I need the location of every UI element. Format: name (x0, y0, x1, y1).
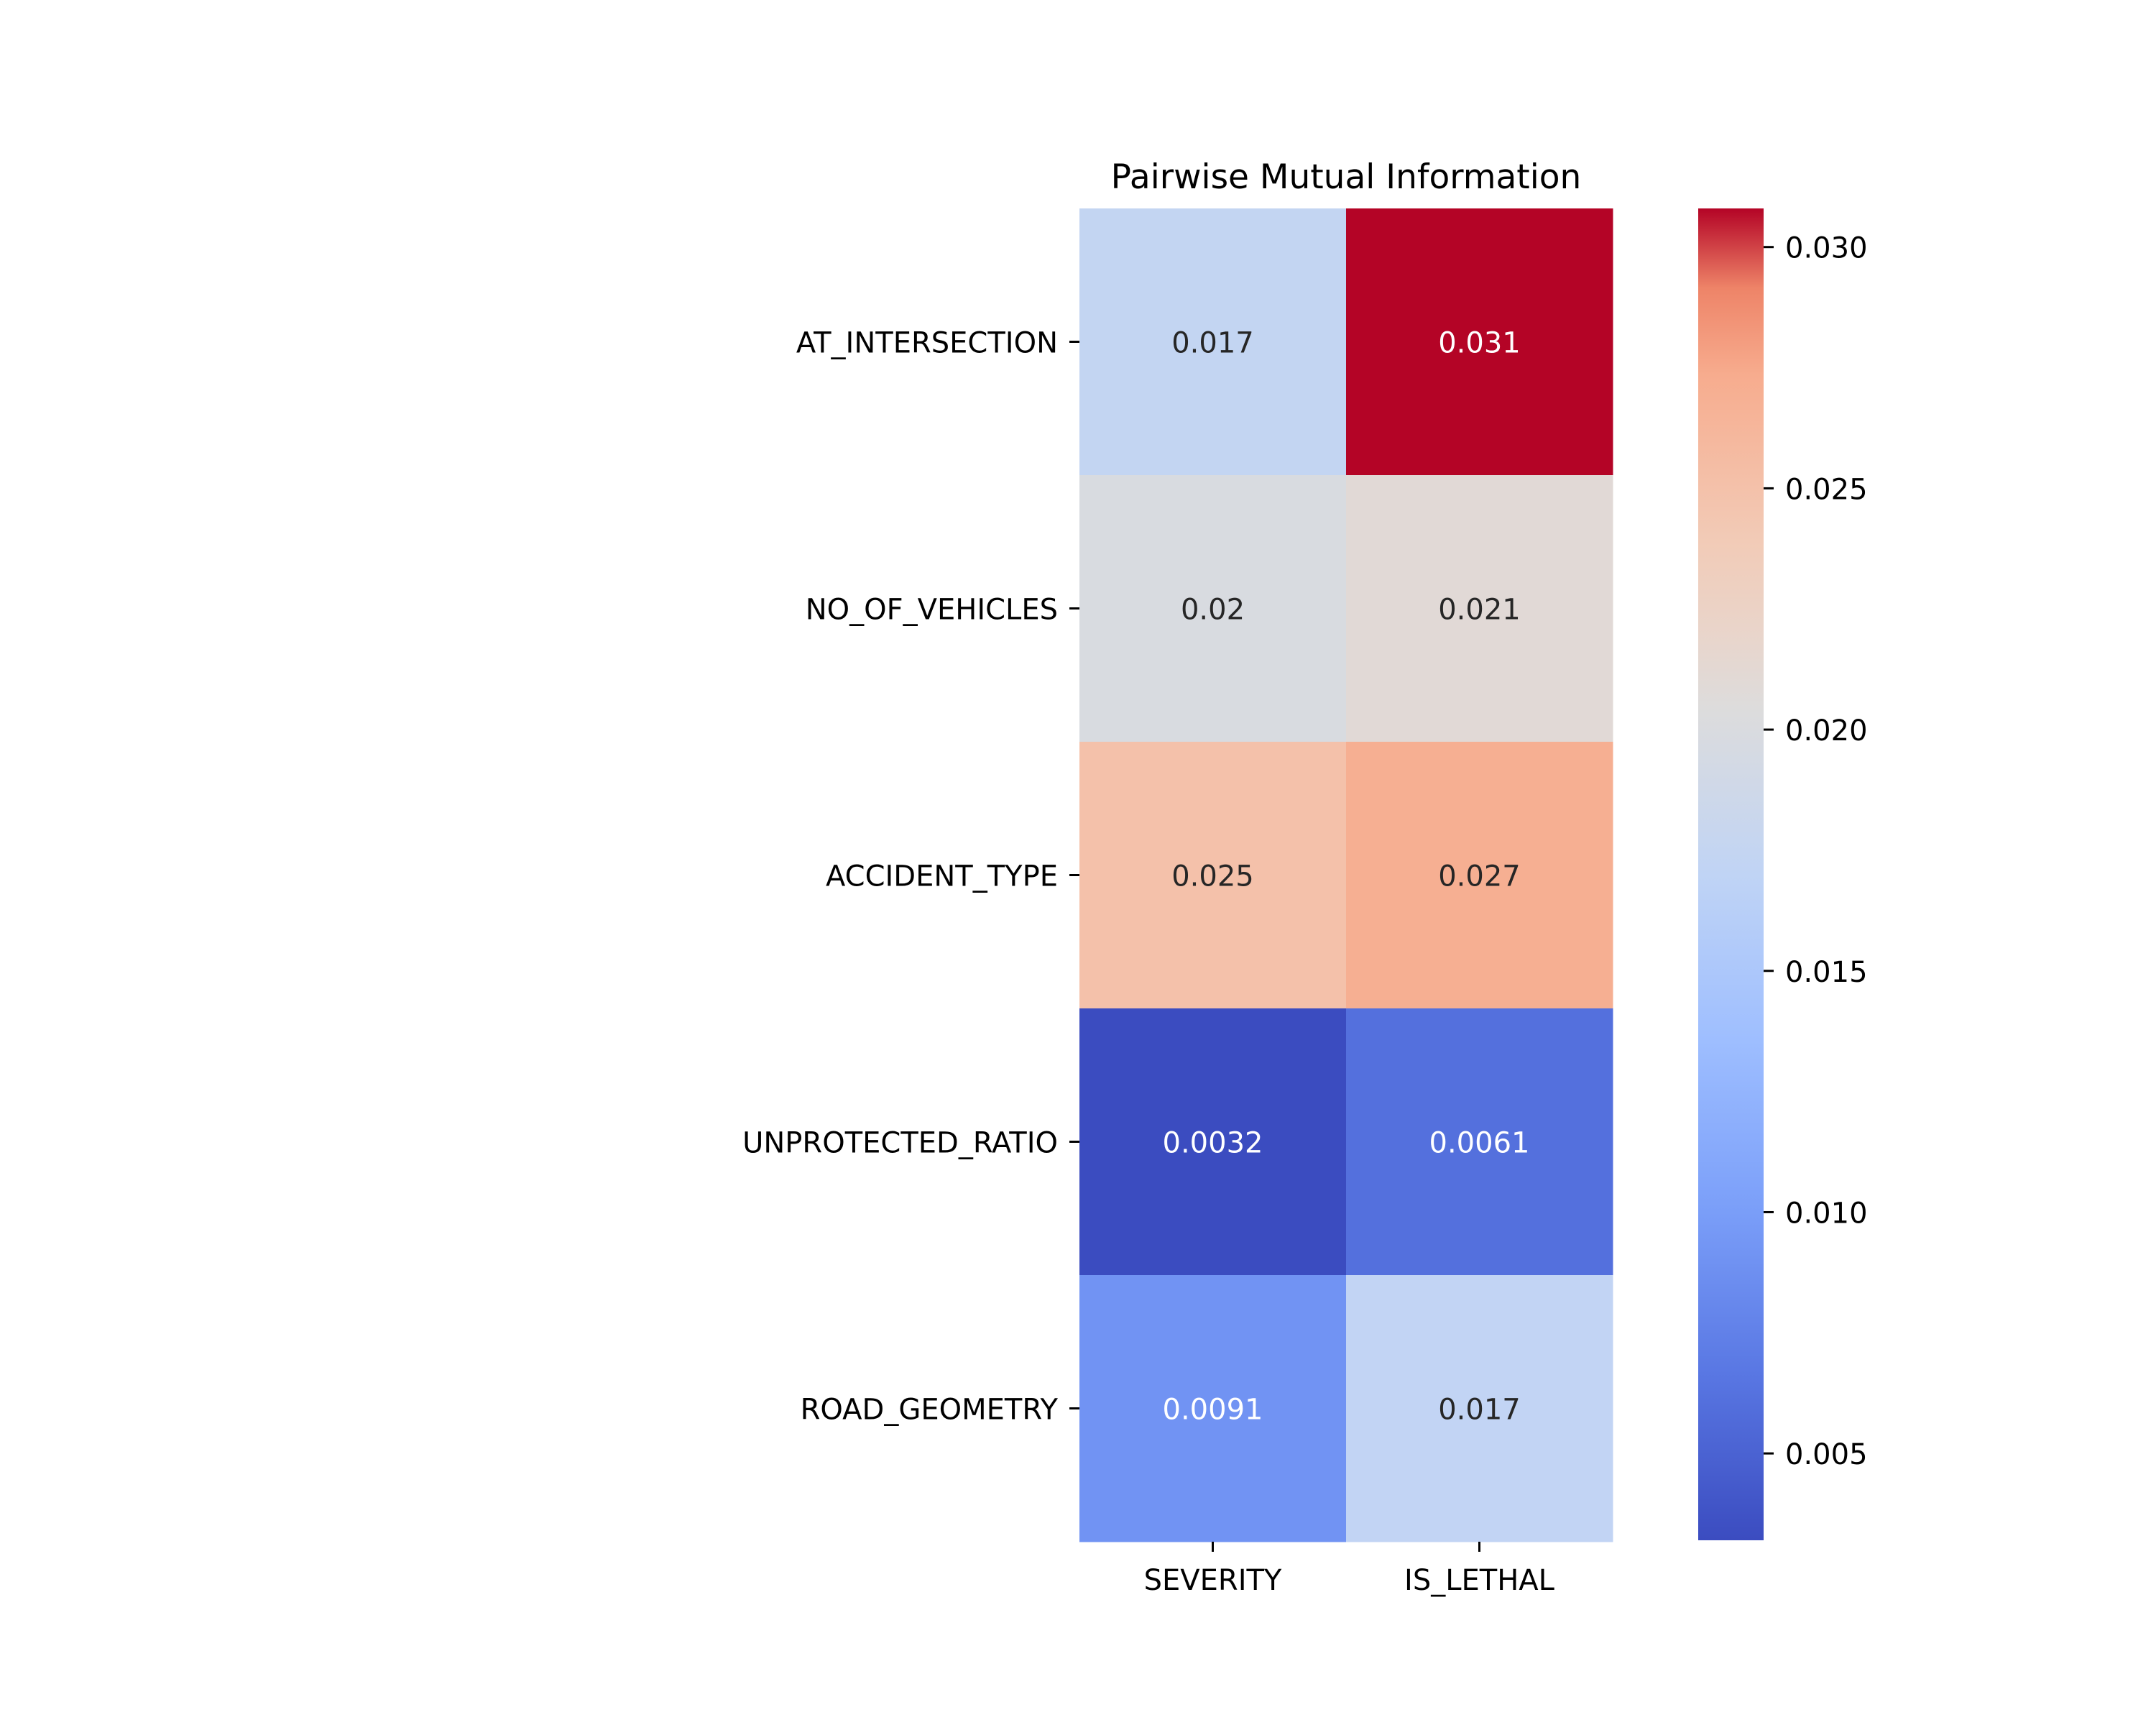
chart-title: Pairwise Mutual Information (1111, 157, 1582, 197)
heatmap-cell (1079, 742, 1347, 1009)
colorbar-tick-label: 0.030 (1785, 232, 1868, 265)
x-tick-label: IS_LETHAL (1404, 1564, 1555, 1597)
cell-value-label: 0.017 (1171, 327, 1254, 360)
heatmap-cell (1346, 1275, 1613, 1542)
cell-value-label: 0.0061 (1429, 1127, 1530, 1160)
heatmap-cell (1346, 475, 1613, 742)
colorbar-axis: 0.005 0.010 0.015 0.020 0.025 0.030 (1764, 232, 1868, 1471)
colorbar-tick-label: 0.010 (1785, 1197, 1868, 1230)
y-tick-label: AT_INTERSECTION (796, 327, 1058, 360)
colorbar-tick-label: 0.020 (1785, 714, 1868, 748)
cell-value-label: 0.021 (1438, 594, 1521, 627)
heatmap-cell (1079, 1008, 1347, 1276)
cell-value-label: 0.0091 (1163, 1394, 1263, 1427)
y-tick-label: ACCIDENT_TYPE (826, 860, 1058, 893)
heatmap-cell (1079, 475, 1347, 742)
heatmap-cell (1079, 208, 1347, 476)
heatmap-cell (1346, 1008, 1613, 1276)
heatmap-cell-labels: 0.017 0.031 0.02 0.021 0.025 0.027 0.0032 0.006… (1163, 327, 1530, 1427)
cell-value-label: 0.017 (1438, 1394, 1521, 1427)
x-tick-label: SEVERITY (1144, 1564, 1282, 1597)
y-axis: AT_INTERSECTION NO_OF_VEHICLES ACCIDENT_TY… (742, 327, 1079, 1427)
y-tick-label: ROAD_GEOMETRY (801, 1394, 1059, 1427)
cell-value-label: 0.027 (1438, 860, 1521, 893)
y-tick-label: NO_OF_VEHICLES (806, 594, 1058, 627)
heatmap-cell (1346, 208, 1613, 476)
heatmap-cell (1079, 1275, 1347, 1542)
cell-value-label: 0.0032 (1163, 1127, 1263, 1160)
cell-value-label: 0.031 (1438, 327, 1521, 360)
cell-value-label: 0.02 (1181, 594, 1245, 627)
cell-value-label: 0.025 (1171, 860, 1254, 893)
y-tick-label: UNPROTECTED_RATIO (742, 1127, 1058, 1160)
colorbar-tick-label: 0.005 (1785, 1438, 1868, 1471)
colorbar-tick-label: 0.015 (1785, 956, 1868, 989)
x-axis: SEVERITY IS_LETHAL (1144, 1542, 1555, 1597)
heatmap-cells (1079, 208, 1613, 1542)
colorbar (1698, 208, 1764, 1540)
heatmap-cell (1346, 742, 1613, 1009)
colorbar-tick-label: 0.025 (1785, 473, 1868, 506)
